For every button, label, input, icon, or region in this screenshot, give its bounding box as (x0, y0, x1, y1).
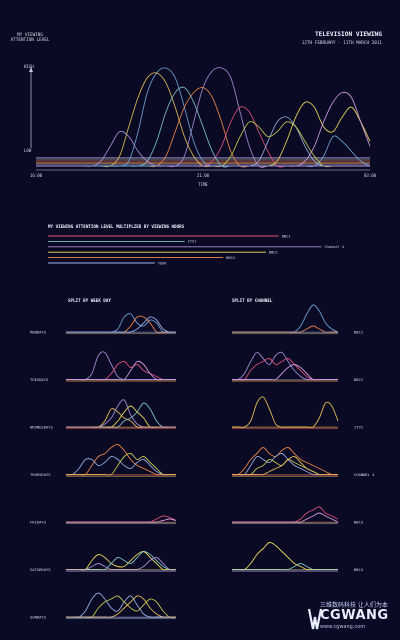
panel-label: BBC1 (354, 330, 364, 335)
y-low-label: LOW (24, 148, 32, 153)
panel-curve (65, 455, 176, 476)
attention-series-line (36, 67, 370, 168)
watermark-url: www.cgwang.com (320, 624, 366, 630)
panel-curve (66, 550, 176, 571)
panel-title: SPLIT BY CHANNEL (232, 298, 273, 303)
panel-label: SUNDAYS (30, 615, 47, 620)
x-axis-label: TIME (198, 182, 208, 187)
split-by-channel-chart: SPLIT BY CHANNEL BBC1 BBC2 ITV1 CHANNEL 4 BBC… (231, 298, 375, 572)
panel-curve (231, 446, 339, 476)
panel-curve (232, 506, 339, 523)
panel-curve (232, 458, 338, 476)
panel-curve (232, 357, 338, 381)
panel-curve (232, 304, 339, 333)
panel-label: FRIDAYS (30, 520, 47, 525)
attention-axis-label: MY VIEWING ATTENTION LEVEL (11, 32, 50, 43)
attention-series-line (36, 86, 370, 168)
panel-curve (232, 541, 338, 571)
bar-label: BBC4 (226, 256, 235, 260)
attention-over-time-chart: MY VIEWING ATTENTION LEVEL HIGH LOW 16:00 21:… (11, 32, 377, 187)
bar-label: YOUR (158, 261, 167, 265)
panel-label: WEDNESDAYS (30, 425, 54, 430)
y-axis-arrow (29, 67, 33, 72)
split-by-week-day-chart: SPLIT BY WEEK DAY MONDAYS TUESDAYS WEDNESDA… (30, 298, 177, 620)
panel-curve (232, 455, 338, 476)
watermark-tagline: 三维数码科技 让人们为本 (320, 602, 388, 609)
panel-curve (232, 325, 338, 333)
bar-label: BBC1 (282, 234, 291, 238)
panel-curve (66, 360, 176, 381)
attention-series-line (36, 130, 370, 167)
watermark-brand: CGWANG (320, 608, 389, 623)
chart-header: TELEVISION VIEWING 12TH FEBRUARY - 11TH … (302, 31, 383, 46)
attention-series-line (36, 67, 370, 167)
watermark: 三维数码科技 让人们为本 CGWANG www.cgwang.com (306, 598, 398, 636)
panel-label: CHANNEL 4 (354, 472, 375, 477)
panel-curve (231, 351, 338, 381)
panel-label: BBC3 (354, 520, 363, 525)
bar-label: BBC2 (269, 251, 278, 255)
panel-curve (232, 512, 339, 523)
panel-curve (232, 396, 339, 429)
attention-series-line (36, 135, 371, 168)
x-tick-label: 16:00 (30, 173, 43, 178)
panel-curve (66, 443, 176, 476)
chart-date-range: 12TH FEBRUARY - 11TH MARCH 2011 (302, 40, 383, 46)
panel-label: ITV1 (354, 425, 364, 430)
panel-label: THURSDAYS (30, 472, 51, 477)
panel-curve (66, 316, 177, 333)
attention-series-line (36, 106, 370, 168)
bars-title: MY VIEWING ATTENTION LEVEL MULTIPLIED BY… (48, 224, 185, 229)
watermark-logo-icon (308, 608, 322, 630)
attention-x-hours-chart: MY VIEWING ATTENTION LEVEL MULTIPLIED BY… (48, 224, 344, 265)
panel-title: SPLIT BY WEEK DAY (68, 298, 111, 303)
x-tick-label: 21:00 (197, 173, 210, 178)
panel-curve (66, 452, 176, 476)
panel-curve (66, 360, 176, 381)
panel-curve (66, 518, 177, 523)
attention-series-line (36, 101, 371, 167)
panel-curve (66, 351, 176, 381)
attention-series-line (36, 91, 371, 167)
x-tick-label: 03:00 (364, 173, 377, 178)
panel-label: BBC2 (354, 377, 363, 382)
panel-curve (66, 399, 176, 428)
panel-label: BBC4 (354, 567, 364, 572)
bar-label: Channel 4 (324, 245, 343, 249)
bar-label: ITV1 (188, 240, 197, 244)
y-high-label: HIGH (24, 64, 34, 69)
panel-label: SATURDAYS (30, 567, 51, 572)
panel-label: TUESDAYS (30, 377, 49, 382)
panel-label: MONDAYS (30, 330, 47, 335)
chart-title: TELEVISION VIEWING (315, 31, 382, 38)
